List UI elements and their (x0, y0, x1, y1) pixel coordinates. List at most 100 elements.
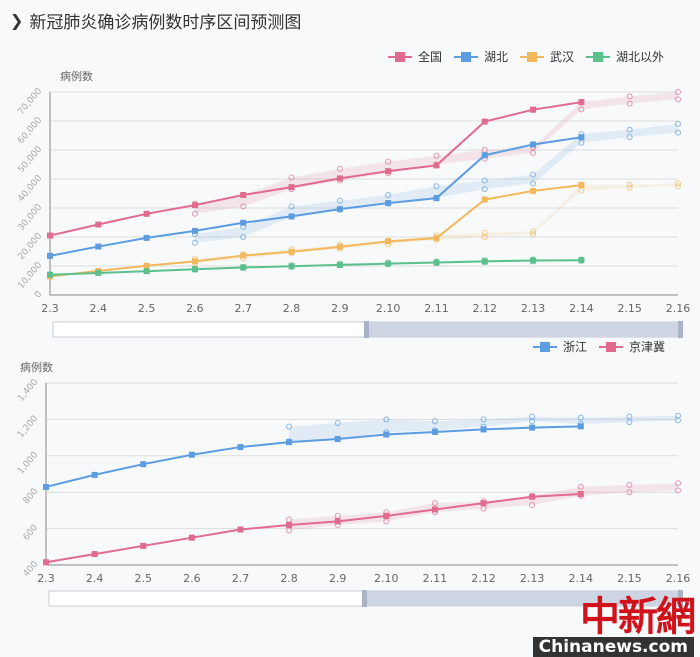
prediction-point (431, 418, 438, 425)
chart-national: 病例数 010,00020,00030,00040,00050,00060,000… (16, 49, 690, 338)
prediction-point (626, 126, 633, 133)
prediction-point (334, 420, 341, 427)
legend-label: 武汉 (550, 50, 574, 64)
prediction-point (191, 239, 198, 246)
legend-marker (395, 52, 405, 62)
data-point (334, 518, 341, 525)
prediction-point (578, 187, 585, 194)
data-point (530, 187, 537, 194)
x-tick-label: 2.10 (376, 302, 401, 315)
data-point (431, 506, 438, 513)
legend-marker (606, 342, 616, 352)
datazoom-slider-range[interactable] (365, 591, 681, 606)
data-point (47, 252, 53, 259)
data-point (529, 493, 536, 500)
datazoom-handle-left[interactable] (362, 590, 367, 607)
data-point (481, 258, 488, 265)
data-point (334, 436, 341, 443)
data-point (143, 234, 150, 241)
x-tick-label: 2.15 (617, 572, 642, 585)
x-tick-label: 2.15 (617, 302, 642, 315)
prediction-point (481, 234, 488, 240)
prediction-point (626, 181, 633, 188)
series-line (49, 259, 582, 276)
prediction-point (481, 229, 488, 236)
y-axis-title: 病例数 (20, 360, 53, 374)
x-tick-label: 2.13 (521, 302, 546, 315)
y-tick-label: 30,000 (16, 202, 44, 233)
x-tick-label: 2.4 (90, 302, 108, 315)
data-point (385, 260, 392, 267)
data-point (336, 261, 343, 268)
prediction-point (626, 413, 633, 420)
prediction-point (240, 203, 247, 210)
datazoom-handle-right[interactable] (678, 321, 683, 338)
x-tick-label: 2.4 (86, 572, 104, 585)
datazoom-handle-right[interactable] (678, 590, 683, 607)
prediction-point (191, 210, 198, 217)
series-line (45, 493, 581, 564)
legend-marker (593, 52, 603, 62)
y-tick-label: 40,000 (16, 173, 44, 204)
y-tick-label: 60,000 (16, 115, 44, 146)
legend-label: 全国 (418, 49, 442, 64)
prediction-point (675, 183, 681, 190)
prediction-point (480, 416, 487, 423)
series-line (49, 184, 582, 278)
data-point (237, 444, 244, 451)
chevron-right-icon: ❯ (10, 11, 24, 30)
data-point (578, 99, 585, 106)
data-point (47, 232, 53, 239)
data-point (240, 252, 247, 259)
x-tick-label: 2.6 (183, 572, 201, 585)
legend-label: 浙江 (563, 340, 587, 354)
data-point (480, 500, 487, 507)
prediction-point (675, 96, 681, 103)
data-point (530, 141, 537, 148)
prediction-point (383, 416, 390, 423)
data-point (529, 424, 536, 431)
data-point (433, 195, 440, 202)
prediction-point (288, 203, 295, 210)
prediction-band (289, 483, 678, 531)
prediction-point (530, 228, 537, 235)
data-point (433, 162, 440, 169)
legend-label: 湖北 (484, 49, 508, 64)
prediction-point (385, 191, 392, 198)
x-tick-label: 2.3 (37, 572, 55, 585)
prediction-point (530, 149, 537, 156)
data-point (433, 259, 440, 266)
prediction-point (675, 480, 681, 487)
x-tick-label: 2.12 (473, 302, 498, 315)
x-tick-label: 2.9 (331, 302, 349, 315)
prediction-point (433, 152, 440, 159)
data-point (95, 221, 102, 228)
x-tick-label: 2.5 (138, 302, 156, 315)
data-point (577, 491, 584, 498)
data-point (336, 175, 343, 182)
legend-label: 湖北以外 (616, 49, 664, 64)
prediction-point (626, 481, 633, 488)
x-tick-label: 2.8 (283, 302, 301, 315)
data-point (191, 258, 198, 265)
data-point (577, 423, 584, 430)
data-point (530, 257, 537, 264)
legend-label: 京津冀 (629, 340, 665, 354)
prediction-point (336, 197, 343, 204)
data-point (385, 168, 392, 175)
prediction-point (481, 177, 488, 184)
prediction-point (626, 93, 633, 100)
x-tick-label: 2.14 (569, 302, 594, 315)
prediction-point (240, 234, 247, 240)
prediction-point (626, 184, 633, 191)
datazoom-handle-left[interactable] (364, 321, 369, 338)
prediction-point (529, 413, 536, 420)
data-point (188, 451, 195, 458)
x-tick-label: 2.11 (424, 302, 449, 315)
data-point (43, 559, 49, 566)
prediction-band (194, 123, 678, 243)
data-point (188, 534, 195, 541)
datazoom-slider-range[interactable] (367, 322, 681, 337)
prediction-point (530, 180, 537, 187)
prediction-point (626, 489, 633, 496)
